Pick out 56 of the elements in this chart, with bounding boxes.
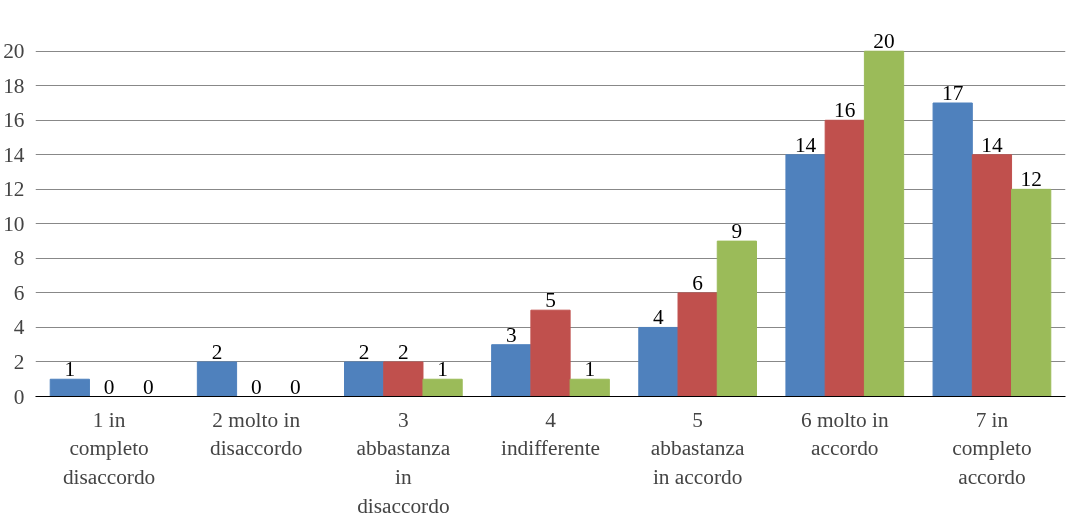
data-label: 1 xyxy=(584,357,596,382)
bar xyxy=(383,361,424,397)
data-label: 2 xyxy=(358,339,370,364)
data-label: 0 xyxy=(250,374,262,399)
bar xyxy=(422,378,463,397)
x-tick-label: 7 in completo accordo xyxy=(952,407,1032,490)
data-label: 12 xyxy=(1020,167,1042,192)
bar xyxy=(971,154,1013,397)
y-tick-label: 6 xyxy=(13,280,25,305)
data-label: 14 xyxy=(794,132,817,157)
y-tick-label: 10 xyxy=(3,211,25,236)
bar xyxy=(677,292,718,397)
data-label: 17 xyxy=(942,81,964,106)
y-tick-label: 2 xyxy=(13,349,25,374)
y-tick-label: 20 xyxy=(3,39,25,64)
bar xyxy=(344,361,385,397)
x-tick-label: 6 molto in accordo xyxy=(800,407,889,461)
bar xyxy=(569,378,610,397)
bar xyxy=(196,361,238,397)
data-label: 0 xyxy=(142,374,154,399)
bar xyxy=(491,344,532,397)
x-tick-label: 4 indifferente xyxy=(500,407,601,461)
data-label: 3 xyxy=(505,322,517,347)
data-label: 16 xyxy=(834,98,856,123)
y-tick-label: 8 xyxy=(13,246,25,271)
y-tick-label: 18 xyxy=(3,73,25,98)
data-label: 0 xyxy=(103,374,115,399)
data-label: 14 xyxy=(981,132,1003,157)
bar xyxy=(49,378,90,397)
x-tick-label: 3 abbastanza in disaccordo xyxy=(356,407,451,518)
data-label: 9 xyxy=(731,219,743,244)
bar xyxy=(716,240,757,397)
data-label: 20 xyxy=(873,29,895,54)
x-tick-label: 5 abbastanza in accordo xyxy=(650,407,745,490)
data-label: 6 xyxy=(692,270,704,295)
data-label: 1 xyxy=(64,357,76,382)
data-label: 0 xyxy=(290,374,301,399)
data-label: 4 xyxy=(653,305,665,330)
data-label: 5 xyxy=(545,288,556,313)
bar xyxy=(785,154,826,397)
data-label: 1 xyxy=(437,357,448,382)
bar xyxy=(638,326,679,397)
y-tick-label: 0 xyxy=(13,384,25,409)
bar xyxy=(932,102,973,397)
y-tick-label: 12 xyxy=(3,177,25,202)
bar xyxy=(1011,188,1052,397)
y-tick-label: 14 xyxy=(3,142,25,167)
bar xyxy=(824,119,865,397)
x-tick-label: 1 in completo disaccordo xyxy=(62,407,156,490)
bar xyxy=(863,50,905,397)
y-tick-label: 4 xyxy=(13,315,25,340)
bar xyxy=(530,309,571,397)
data-label: 2 xyxy=(211,339,223,364)
y-tick-label: 16 xyxy=(3,108,25,133)
x-tick-label: 2 molto in disaccordo xyxy=(210,407,303,461)
data-label: 2 xyxy=(398,339,409,364)
